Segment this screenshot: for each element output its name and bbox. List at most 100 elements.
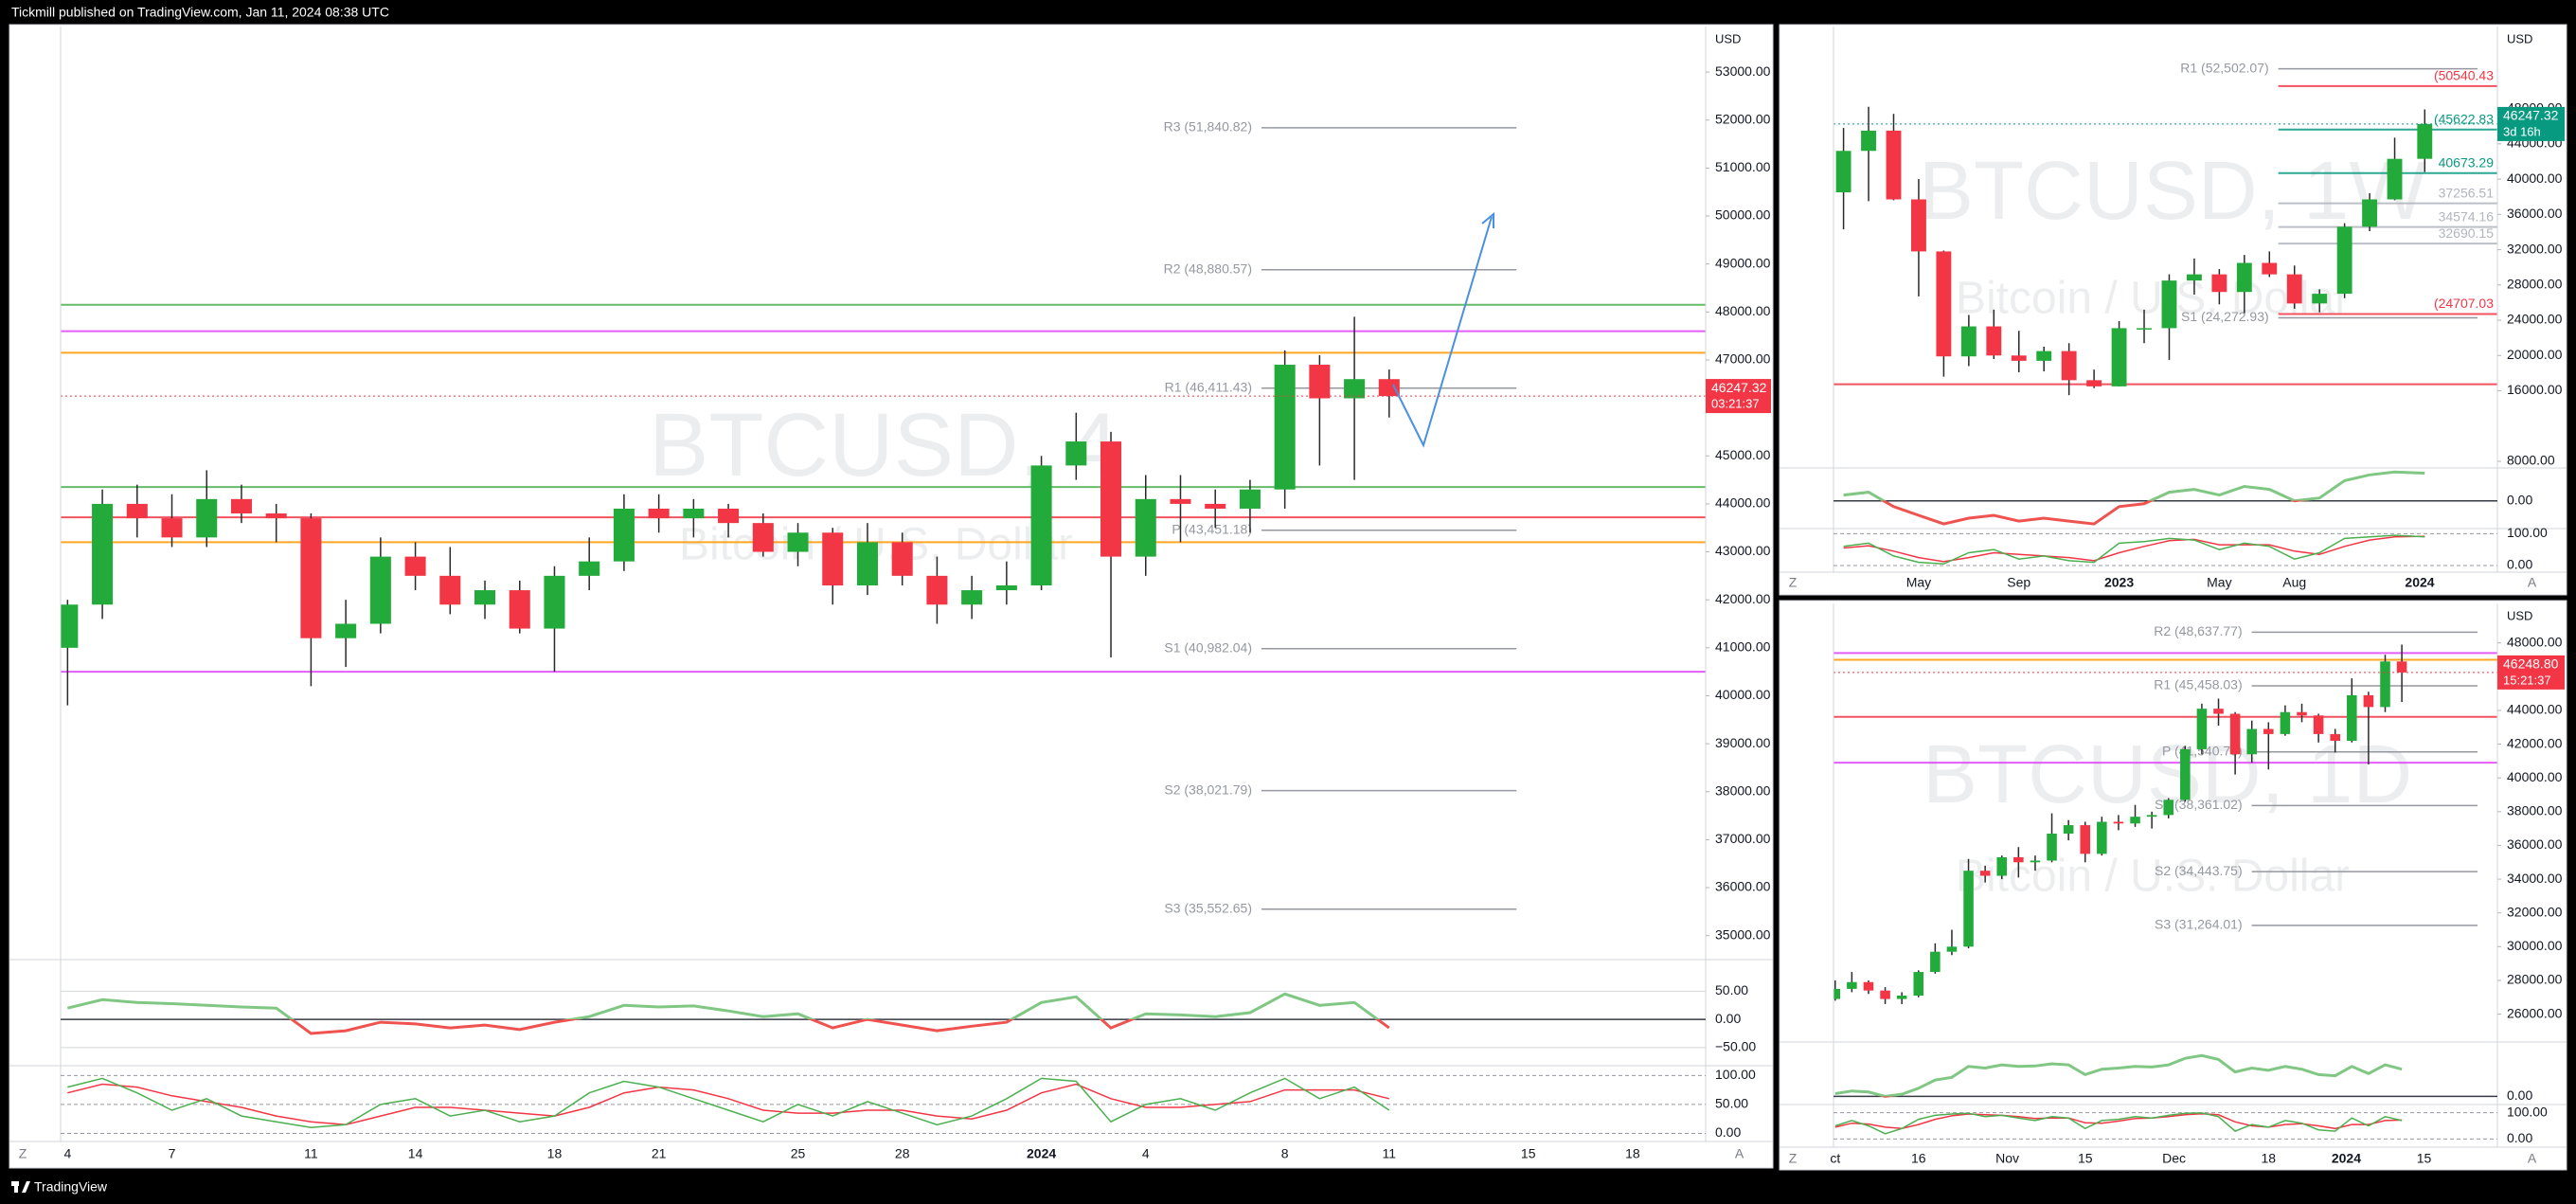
- x-tick-label: 15: [1521, 1146, 1536, 1161]
- candle-body: [1344, 379, 1366, 399]
- watermark-subtitle: Bitcoin / U.S. Dollar: [1956, 274, 2350, 324]
- y-tick-label: 32000.00: [2507, 904, 2563, 919]
- candle-body: [2229, 713, 2241, 755]
- y-tick-label: 40000.00: [2507, 171, 2563, 186]
- candle-body: [1170, 498, 1191, 504]
- level-label: 34574.16: [2439, 208, 2495, 224]
- x-tick-label: Sep: [2007, 575, 2030, 590]
- candle-body: [1135, 498, 1156, 557]
- x-tick-label: 4: [63, 1146, 71, 1161]
- forecast-arrow: [1481, 211, 1494, 228]
- stochastic-tick-label: 100.00: [2507, 1104, 2548, 1119]
- candle-body: [2336, 226, 2352, 295]
- candle-body: [2387, 158, 2403, 200]
- panel-background: [9, 24, 1774, 1169]
- oscillator-tick-label: 0.00: [2507, 1087, 2532, 1103]
- candle-body: [92, 503, 114, 605]
- candle-body: [579, 561, 600, 576]
- candle-body: [1835, 151, 1852, 193]
- pivot-label: P (43,451.18): [1172, 521, 1252, 536]
- x-tick-label: 21: [652, 1146, 667, 1161]
- stochastic-tick-label: 0.00: [1715, 1124, 1741, 1140]
- x-tick-label: Nov: [1995, 1151, 2019, 1166]
- pivot-label: R1 (46,411.43): [1165, 379, 1252, 394]
- stochastic-line: [67, 1083, 1389, 1126]
- candle-body: [300, 518, 322, 638]
- candle-body: [1847, 981, 1857, 989]
- x-tick-label: 4: [1142, 1146, 1150, 1161]
- x-tick-label: 11: [304, 1146, 318, 1161]
- y-tick-label: 44000.00: [1715, 495, 1771, 511]
- candle-body: [891, 542, 913, 576]
- auto-button: A: [1735, 1146, 1744, 1161]
- y-tick-label: 8000.00: [2507, 453, 2555, 468]
- zoom-button: Z: [19, 1146, 27, 1161]
- candle-body: [1986, 326, 2002, 356]
- y-tick-label: 41000.00: [1715, 639, 1771, 655]
- pivot-label: S1 (24,272.93): [2181, 309, 2269, 324]
- forecast-drawing: [1392, 211, 1494, 448]
- y-tick-label: 26000.00: [2507, 1005, 2563, 1020]
- candle-body: [2347, 694, 2357, 742]
- logo-part: [22, 1181, 30, 1193]
- candle-body: [2161, 280, 2177, 329]
- candle-body: [1936, 251, 1952, 357]
- plot-area: BTCUSD, 1W Bitcoin / U.S. Dollar (50540.43…: [1834, 60, 2497, 396]
- currency-label: USD: [2507, 31, 2532, 45]
- candle-body: [1834, 988, 1841, 999]
- y-tick-label: 48000.00: [2507, 634, 2563, 649]
- price-tag: [2497, 655, 2565, 690]
- candle-body: [126, 503, 148, 519]
- candle-body: [1886, 130, 1902, 200]
- y-tick-label: 20000.00: [2507, 347, 2563, 362]
- level-label: (45622.83: [2434, 111, 2494, 126]
- candle-body: [961, 590, 983, 605]
- pivot-label: R1 (52,502.07): [2180, 60, 2268, 75]
- y-tick-label: 16000.00: [2507, 382, 2563, 397]
- y-tick-label: 40000.00: [1715, 687, 1771, 702]
- x-tick-label: 16: [1911, 1151, 1926, 1166]
- candle-body: [2312, 294, 2328, 304]
- candle-body: [1030, 465, 1052, 585]
- y-tick-label: 36000.00: [2507, 206, 2563, 221]
- candle-body: [683, 508, 705, 519]
- y-tick-label: 30000.00: [2507, 938, 2563, 953]
- logo-part: [14, 1181, 18, 1193]
- candle-body: [2011, 355, 2027, 361]
- price-tag-countdown: 03:21:37: [1711, 397, 1760, 411]
- candle-body: [2047, 833, 2057, 861]
- pivot-label: R2 (48,880.57): [1164, 261, 1252, 276]
- candle-body: [1065, 441, 1087, 466]
- level-label: 32690.15: [2439, 225, 2495, 241]
- candle-body: [2297, 711, 2307, 716]
- candle-body: [2213, 709, 2224, 714]
- y-tick-label: 40000.00: [2507, 769, 2563, 784]
- candle-body: [2163, 800, 2174, 816]
- candle-body: [718, 508, 740, 524]
- header-text: Tickmill published on TradingView.com, J…: [11, 5, 389, 20]
- x-tick-label: 2023: [2104, 575, 2134, 590]
- candle-body: [926, 575, 948, 605]
- candle-body: [2186, 274, 2202, 281]
- x-tick-label: 7: [169, 1146, 176, 1161]
- level-label: 40673.29: [2439, 155, 2495, 171]
- level-label: (24707.03: [2434, 296, 2494, 311]
- x-tick-label: 25: [791, 1146, 806, 1161]
- zoom-button: Z: [1789, 575, 1798, 590]
- y-tick-label: 28000.00: [2507, 277, 2563, 292]
- candle-body: [2086, 380, 2102, 386]
- x-tick-label: 28: [895, 1146, 910, 1161]
- y-tick-label: 45000.00: [1715, 447, 1771, 462]
- y-tick-label: 42000.00: [1715, 591, 1771, 606]
- y-tick-label: 28000.00: [2507, 972, 2563, 987]
- candle-body: [2280, 711, 2291, 734]
- pivot-label: S2 (34,443.75): [2155, 863, 2243, 878]
- y-tick-label: 49000.00: [1715, 255, 1771, 270]
- y-tick-label: 39000.00: [1715, 735, 1771, 750]
- candle-body: [2063, 825, 2074, 834]
- y-tick-label: 44000.00: [2507, 702, 2563, 717]
- candle-body: [2097, 821, 2107, 854]
